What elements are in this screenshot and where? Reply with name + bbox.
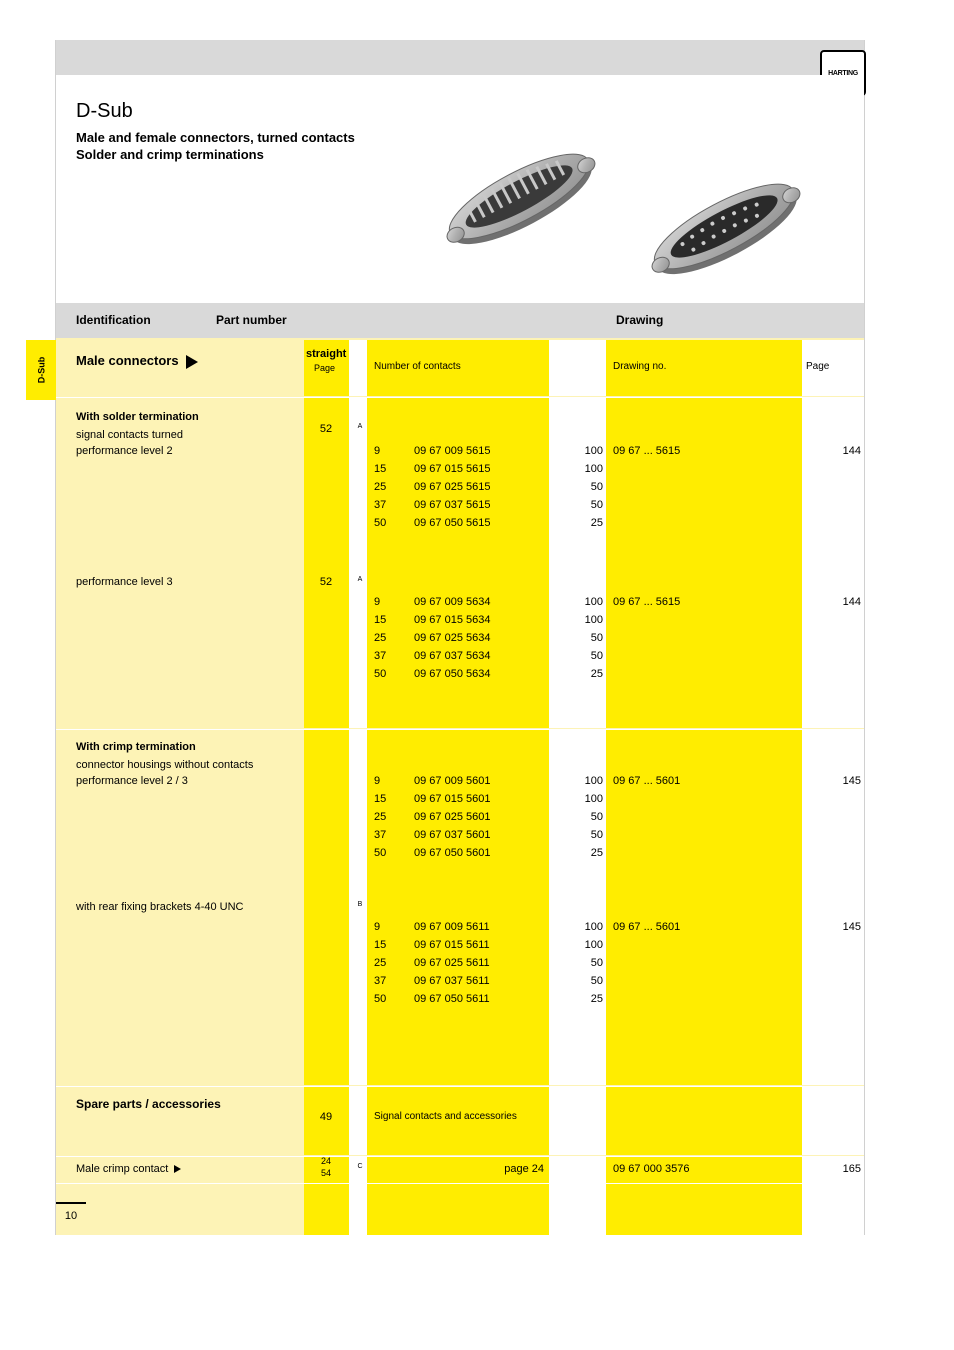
qty: 50	[553, 828, 603, 843]
qty: 50	[553, 480, 603, 495]
table-cell	[304, 398, 349, 728]
page-num-rule	[56, 1202, 86, 1204]
drawing-no: 09 67 ... 5615	[613, 595, 798, 610]
table-cell	[549, 340, 606, 396]
group-detail: connector housings without contacts	[76, 758, 276, 773]
page-col-header: Page	[806, 360, 861, 374]
note-col-header: straight	[306, 347, 346, 362]
qty: 50	[553, 649, 603, 664]
qty: 50	[553, 498, 603, 513]
col-header-identification: Identification	[76, 313, 151, 327]
side-tab: D-Sub	[26, 340, 56, 400]
table-cell	[549, 1087, 606, 1155]
table-cell	[367, 1184, 549, 1235]
section-heading: Spare parts / accessories	[76, 1096, 276, 1112]
page-number: 10	[56, 1210, 86, 1222]
group-detail: performance level 2 / 3	[76, 774, 276, 789]
qty: 25	[553, 667, 603, 682]
qty: 100	[553, 774, 603, 789]
table-cell	[349, 398, 367, 728]
note-ref: 54	[306, 1167, 346, 1179]
drawing-no: 09 67 000 3576	[613, 1162, 798, 1177]
page-ref: 145	[806, 920, 861, 935]
table-cell	[349, 1184, 367, 1235]
table-cell	[304, 1184, 349, 1235]
product-illustration-2	[626, 150, 826, 310]
page-link: page 24	[374, 1162, 544, 1177]
header-bar	[56, 40, 864, 75]
arrow-right-icon	[174, 1165, 181, 1173]
col-header-drawing: Drawing	[616, 313, 663, 327]
table-cell	[802, 1087, 864, 1155]
table-cell	[802, 1184, 864, 1235]
qty: 50	[553, 956, 603, 971]
side-tab-label: D-Sub	[36, 357, 46, 384]
note-ref: 52	[306, 575, 346, 590]
qty: 100	[553, 938, 603, 953]
arrow-right-icon	[186, 355, 198, 369]
contacts-col-header: Number of contacts	[374, 360, 544, 374]
ref-letter: B	[353, 900, 367, 909]
qty: 25	[553, 516, 603, 531]
page-ref: 145	[806, 774, 861, 789]
table-cell	[549, 1184, 606, 1235]
group-detail: signal contacts turned	[76, 428, 276, 443]
page-ref: 144	[806, 595, 861, 610]
section-heading: Male connectors	[76, 352, 276, 370]
drawing-col-header: Drawing no.	[613, 360, 798, 374]
col-header-part-number: Part number	[216, 313, 287, 327]
drawing-no: 09 67 ... 5601	[613, 920, 798, 935]
qty: 50	[553, 810, 603, 825]
product-illustration-1	[421, 120, 621, 280]
group-title: With crimp termination	[76, 740, 276, 755]
qty: 100	[553, 920, 603, 935]
qty: 100	[553, 462, 603, 477]
ref-letter: C	[353, 1162, 367, 1171]
page-ref: 165	[806, 1162, 861, 1177]
ref-letter: A	[353, 575, 367, 584]
note-ref: 49	[306, 1110, 346, 1125]
note-col-sub: Page	[314, 362, 335, 374]
table-cell	[549, 1157, 606, 1183]
group-detail: performance level 2	[76, 444, 276, 459]
qty: 100	[553, 792, 603, 807]
ref-letter: A	[353, 422, 367, 431]
column-header-bar: Identification Part number Drawing	[56, 303, 864, 338]
group-title: With solder termination	[76, 410, 276, 425]
qty: 100	[553, 444, 603, 459]
qty: 50	[553, 631, 603, 646]
spare-name: Male crimp contact	[76, 1162, 276, 1177]
drawing-no: 09 67 ... 5615	[613, 444, 798, 459]
table-cell	[349, 340, 367, 396]
table-cell	[606, 1087, 802, 1155]
note-ref: 52	[306, 422, 346, 437]
table-cell	[606, 1184, 802, 1235]
qty: 25	[553, 992, 603, 1007]
page-subtitle-2: Solder and crimp terminations	[76, 147, 264, 162]
page-title: D-Sub	[76, 100, 133, 123]
col-sub-header: Signal contacts and accessories	[374, 1110, 544, 1124]
qty: 25	[553, 846, 603, 861]
group-detail: performance level 3	[76, 575, 276, 590]
qty: 100	[553, 613, 603, 628]
page-ref: 144	[806, 444, 861, 459]
table-cell	[304, 730, 349, 1085]
page-subtitle-1: Male and female connectors, turned conta…	[76, 130, 355, 145]
note-ref: 24	[306, 1155, 346, 1167]
qty: 100	[553, 595, 603, 610]
product-header: D-Sub Male and female connectors, turned…	[56, 75, 864, 303]
table-cell	[349, 1087, 367, 1155]
qty: 50	[553, 974, 603, 989]
group-detail: with rear fixing brackets 4-40 UNC	[76, 900, 276, 915]
drawing-no: 09 67 ... 5601	[613, 774, 798, 789]
